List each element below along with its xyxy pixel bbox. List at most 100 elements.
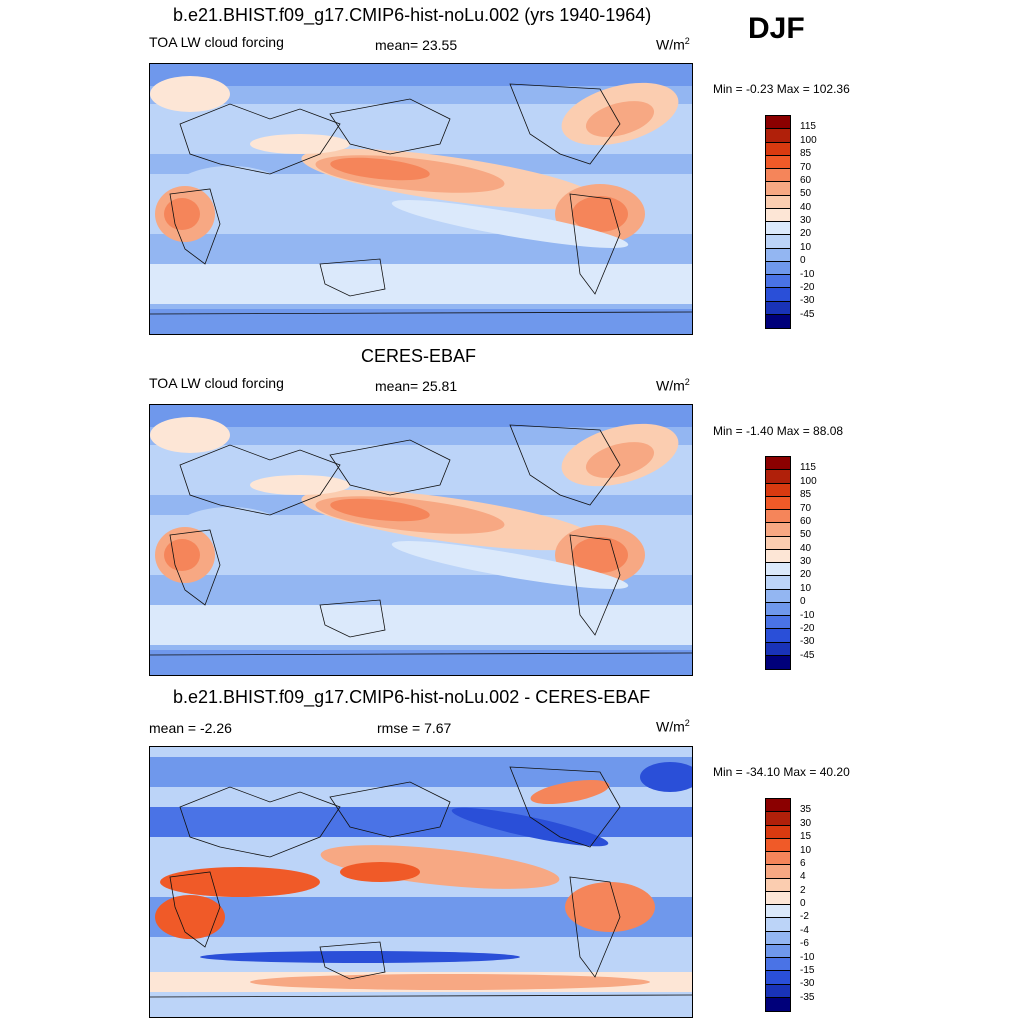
- colorbar-swatch: [766, 642, 790, 656]
- contour-region: [565, 882, 655, 932]
- contour-region: [250, 475, 350, 495]
- colorbar-tick-label: 40: [800, 542, 812, 554]
- coastline: [569, 193, 621, 295]
- colorbar-tick-label: 60: [800, 515, 812, 527]
- colorbar-swatch: [766, 129, 790, 143]
- colorbar-tick-label: 30: [800, 215, 812, 226]
- colorbar-swatch: [766, 616, 790, 630]
- colorbar-swatch: [766, 878, 790, 892]
- colorbar-tick-label: 60: [800, 174, 812, 186]
- colorbar-tick-label: 100: [800, 475, 817, 487]
- colorbar-tick-label: 50: [800, 529, 812, 541]
- colorbar-swatch: [766, 169, 790, 183]
- coastline: [319, 258, 386, 297]
- colorbar-tick-label: 2: [800, 884, 806, 896]
- colorbar-swatch: [766, 235, 790, 249]
- colorbar-tick-label: -30: [800, 295, 815, 307]
- coastline: [169, 871, 221, 948]
- panel-2-title: CERES-EBAF: [361, 346, 477, 366]
- colorbar-swatch: [766, 944, 790, 958]
- panel-2-mean: mean= 25.81: [375, 378, 458, 394]
- panel-1-variable: TOA LW cloud forcing: [149, 34, 284, 50]
- colorbar-swatch: [766, 116, 790, 130]
- contour-region: [530, 779, 610, 805]
- colorbar-swatch: [766, 865, 790, 879]
- coastline: [509, 83, 621, 165]
- contour-region: [572, 196, 628, 232]
- colorbar-tick-label: -30: [800, 978, 815, 990]
- colorbar-swatch: [766, 549, 790, 563]
- colorbar-swatch: [766, 275, 790, 289]
- colorbar-tick-label: -6: [800, 938, 809, 950]
- contour-region: [200, 951, 520, 963]
- colorbar-tick-label: 115: [800, 462, 816, 474]
- coastline: [319, 941, 386, 980]
- coastline: [509, 766, 621, 848]
- colorbar-tick-label: -30: [800, 636, 815, 648]
- colorbar-tick-label: 0: [800, 898, 806, 909]
- colorbar-swatch: [766, 457, 790, 471]
- colorbar-tick-label: 70: [800, 502, 812, 514]
- colorbar-swatch: [766, 563, 790, 577]
- panel-2-minmax: Min = -1.40 Max = 88.08: [713, 424, 844, 438]
- contour-region: [572, 537, 628, 573]
- contour-band: [150, 264, 692, 304]
- panel-3-map: [149, 746, 693, 1018]
- panel-2-map: [149, 404, 693, 676]
- contour-region: [330, 157, 430, 181]
- panel-3-units: W/m2: [656, 718, 690, 735]
- coastline: [169, 188, 221, 265]
- colorbar-swatch: [766, 496, 790, 510]
- contour-region: [585, 442, 655, 478]
- contour-region: [164, 539, 200, 571]
- colorbar-tick-label: -45: [800, 649, 815, 661]
- colorbar-swatch: [766, 589, 790, 603]
- colorbar-tick-label: -35: [800, 991, 815, 1003]
- contour-region: [164, 198, 200, 230]
- colorbar-swatch: [766, 918, 790, 932]
- contour-region: [160, 867, 320, 897]
- coastline: [509, 424, 621, 506]
- contour-band: [150, 405, 692, 427]
- colorbar-swatch: [766, 155, 790, 169]
- colorbar-swatch: [766, 905, 790, 919]
- colorbar-swatch: [766, 142, 790, 156]
- contour-band: [150, 757, 692, 787]
- colorbar-swatch: [766, 812, 790, 826]
- colorbar-swatch: [766, 288, 790, 302]
- colorbar-tick-label: -10: [800, 951, 815, 963]
- contour-region: [150, 417, 230, 453]
- colorbar-tick-label: 30: [800, 556, 812, 567]
- colorbar-swatch: [766, 470, 790, 484]
- colorbar-swatch: [766, 838, 790, 852]
- contour-region: [451, 807, 609, 847]
- colorbar-tick-label: 85: [800, 489, 812, 501]
- colorbar-tick-label: -10: [800, 268, 815, 280]
- coastline: [179, 444, 341, 516]
- coastline: [150, 994, 692, 998]
- contour-band: [150, 64, 692, 86]
- colorbar-tick-label: 10: [800, 241, 812, 253]
- colorbar-swatch: [766, 222, 790, 236]
- colorbar-tick-label: -4: [800, 924, 809, 936]
- colorbar-swatch: [766, 931, 790, 945]
- colorbar-tick-label: 50: [800, 188, 812, 200]
- coastline: [569, 876, 621, 978]
- colorbar-tick-label: 15: [800, 831, 812, 843]
- colorbar-swatch: [766, 208, 790, 222]
- colorbar-tick-label: 70: [800, 161, 812, 173]
- panel-1-map: [149, 63, 693, 335]
- colorbar-swatch: [766, 510, 790, 524]
- colorbar-swatch: [766, 825, 790, 839]
- panel-2-units: W/m2: [656, 377, 690, 394]
- colorbar-tick-label: 0: [800, 255, 806, 267]
- colorbar-swatch: [766, 576, 790, 590]
- colorbar-tick-label: 35: [800, 804, 812, 816]
- colorbar-swatch: [766, 629, 790, 643]
- colorbar-swatch: [766, 536, 790, 550]
- colorbar-swatch: [766, 984, 790, 998]
- contour-region: [330, 498, 430, 522]
- colorbar-tick-label: 115: [800, 121, 816, 133]
- colorbar-swatch: [766, 971, 790, 985]
- coastline: [169, 529, 221, 606]
